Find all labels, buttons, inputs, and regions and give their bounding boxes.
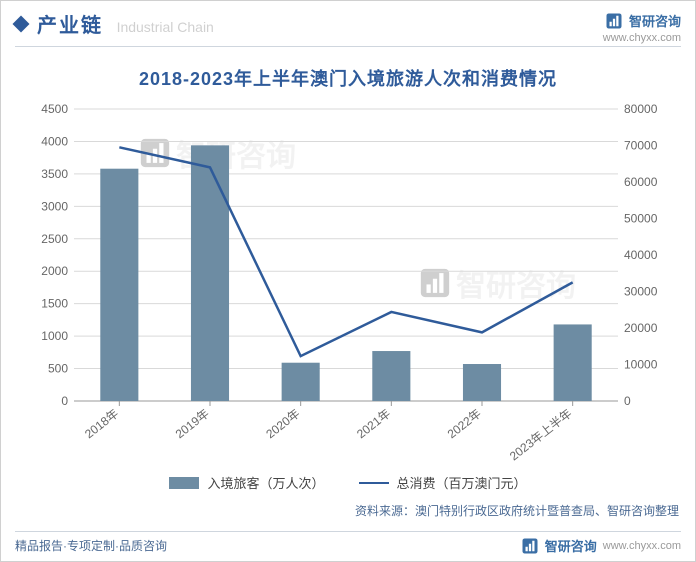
footer-left-text: 精品报告·专项定制·品质咨询 <box>15 537 167 554</box>
legend: 入境旅客（万人次） 总消费（百万澳门元） <box>1 473 695 492</box>
svg-text:80000: 80000 <box>624 102 658 116</box>
svg-text:40000: 40000 <box>624 248 658 262</box>
svg-text:2023年上半年: 2023年上半年 <box>507 406 574 463</box>
svg-text:70000: 70000 <box>624 139 658 153</box>
footer-right: 智研咨询 www.chyxx.com <box>521 536 681 555</box>
svg-text:1500: 1500 <box>41 297 68 311</box>
section-header: 产业链 Industrial Chain <box>1 1 695 42</box>
brand-logo-icon <box>605 12 623 30</box>
svg-text:3500: 3500 <box>41 167 68 181</box>
section-title: 产业链 Industrial Chain <box>37 9 214 38</box>
footer-brand-name: 智研咨询 <box>545 536 597 555</box>
footer-brand-url: www.chyxx.com <box>603 540 681 552</box>
svg-text:30000: 30000 <box>624 285 658 299</box>
brand-block: 智研咨询 www.chyxx.com <box>603 11 681 44</box>
header-divider <box>15 46 681 47</box>
svg-text:4000: 4000 <box>41 134 68 148</box>
diamond-bullet-icon <box>13 15 30 32</box>
legend-item-line: 总消费（百万澳门元） <box>359 473 527 492</box>
brand-name: 智研咨询 <box>629 11 681 30</box>
svg-text:500: 500 <box>48 362 68 376</box>
svg-text:2500: 2500 <box>41 232 68 246</box>
legend-bar-swatch-icon <box>169 477 199 489</box>
page-footer: 精品报告·专项定制·品质咨询 智研咨询 www.chyxx.com <box>15 531 681 555</box>
page-container: 产业链 Industrial Chain 智研咨询 www.chyxx.com … <box>0 0 696 562</box>
svg-text:2000: 2000 <box>41 264 68 278</box>
svg-text:0: 0 <box>61 394 68 408</box>
svg-text:4500: 4500 <box>41 102 68 116</box>
svg-text:50000: 50000 <box>624 212 658 226</box>
svg-text:2018年: 2018年 <box>82 406 121 441</box>
svg-text:2021年: 2021年 <box>354 406 393 441</box>
chart-area: 智研咨询 智研咨询 050010001500200025003000350040… <box>18 101 678 471</box>
brand-logo-icon <box>521 537 539 555</box>
chart-svg: 0 500 1000 1500 2000 2500 3000 3500 4000 4500 0 100… <box>18 101 678 471</box>
svg-text:60000: 60000 <box>624 175 658 189</box>
section-title-en: Industrial Chain <box>117 19 214 35</box>
svg-text:0: 0 <box>624 394 631 408</box>
svg-text:2020年: 2020年 <box>263 406 302 441</box>
legend-line-swatch-icon <box>359 482 389 484</box>
legend-bar-label: 入境旅客（万人次） <box>207 473 324 492</box>
svg-text:10000: 10000 <box>624 358 658 372</box>
brand-url: www.chyxx.com <box>603 32 681 44</box>
svg-text:1000: 1000 <box>41 329 68 343</box>
svg-text:2022年: 2022年 <box>445 406 484 441</box>
legend-line-label: 总消费（百万澳门元） <box>397 473 527 492</box>
legend-item-bar: 入境旅客（万人次） <box>169 473 324 492</box>
data-source: 资料来源：澳门特别行政区政府统计暨普查局、智研咨询整理 <box>1 502 695 519</box>
svg-text:3000: 3000 <box>41 199 68 213</box>
svg-text:2019年: 2019年 <box>173 406 212 441</box>
section-title-text: 产业链 <box>37 15 103 37</box>
brand-row: 智研咨询 <box>603 11 681 30</box>
chart-title: 2018-2023年上半年澳门入境旅游人次和消费情况 <box>1 65 695 91</box>
svg-text:20000: 20000 <box>624 321 658 335</box>
